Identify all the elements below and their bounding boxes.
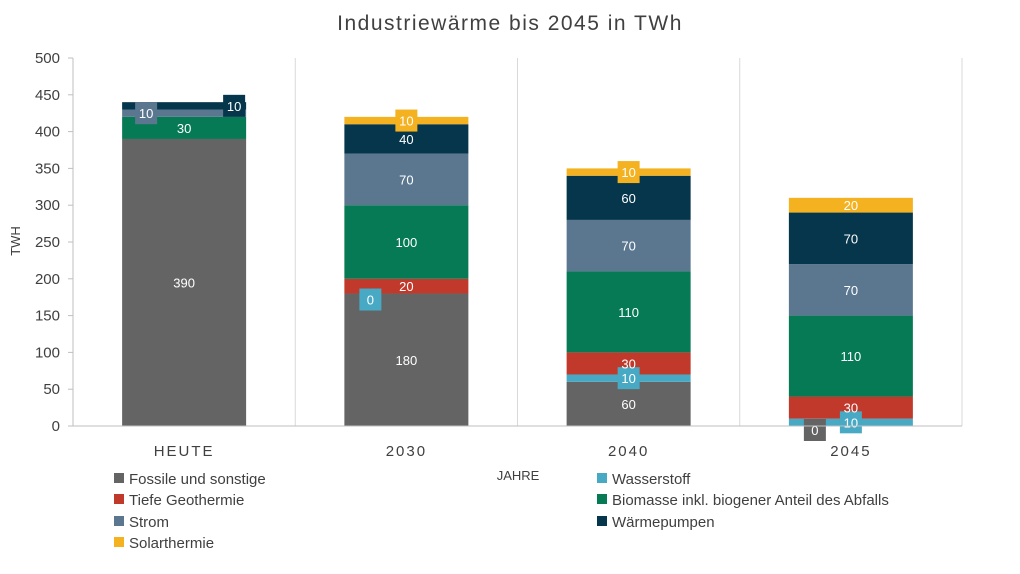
- legend-label: Fossile und sonstige: [129, 471, 266, 488]
- data-label: 10: [399, 114, 413, 129]
- data-label: 390: [173, 275, 195, 290]
- bars: [122, 102, 913, 426]
- bar-strom: [122, 109, 247, 117]
- data-label: 70: [399, 172, 413, 187]
- y-tick-label: 500: [35, 50, 60, 67]
- data-label: 100: [396, 235, 418, 250]
- x-tick-label: 2040: [608, 443, 649, 460]
- y-tick-label: 100: [35, 344, 60, 361]
- data-label: 30: [844, 401, 858, 416]
- data-label: 110: [618, 305, 639, 320]
- bar-biomasse-inkl-biogener-anteil-des-abfalls: [344, 205, 469, 279]
- legend-swatch: [114, 473, 124, 483]
- data-label: 70: [844, 283, 858, 298]
- legend-label: Solarthermie: [129, 535, 214, 552]
- data-label: 10: [621, 371, 635, 386]
- bar-tiefe-geothermie: [788, 396, 913, 419]
- bar-w-rmepumpen: [788, 212, 913, 265]
- bar-strom: [344, 153, 469, 206]
- x-tick-label: 2045: [830, 443, 871, 460]
- legend-item-solarthermie: Solarthermie: [114, 535, 214, 552]
- bar-solarthermie: [788, 197, 913, 213]
- data-label: 70: [621, 239, 635, 254]
- legend-item-w-rmepumpen: Wärmepumpen: [597, 514, 715, 531]
- x-tick-label: HEUTE: [154, 443, 215, 460]
- bar-strom: [788, 264, 913, 316]
- legend-item-strom: Strom: [114, 514, 169, 531]
- y-tick-label: 150: [35, 308, 60, 325]
- bar-fossile-und-sonstige: [566, 381, 691, 426]
- data-label: 20: [844, 198, 858, 213]
- legend-label: Strom: [129, 514, 169, 531]
- data-label: 10: [227, 99, 241, 114]
- data-label-box: [359, 288, 382, 311]
- data-label: 20: [399, 279, 413, 294]
- bar-tiefe-geothermie: [566, 352, 691, 375]
- x-axis: HEUTE 2030 2040 2045: [73, 425, 962, 460]
- data-label: 60: [621, 191, 635, 206]
- legend-swatch: [114, 494, 124, 504]
- legend-item-tiefe-geothermie: Tiefe Geothermie: [114, 492, 244, 509]
- data-label: 30: [177, 121, 191, 136]
- legend-swatch: [114, 516, 124, 526]
- data-label: 180: [396, 353, 418, 368]
- data-label-box: [617, 161, 640, 184]
- data-label: 40: [399, 132, 413, 147]
- bar-fossile-und-sonstige: [344, 293, 469, 426]
- legend: Fossile und sonstige Tiefe Geothermie Stro…: [114, 471, 889, 552]
- x-tick-label: 2030: [386, 443, 427, 460]
- data-label: 10: [139, 106, 153, 121]
- data-label-box: [135, 102, 158, 125]
- legend-label: Wasserstoff: [612, 471, 691, 488]
- chart-title: Industriewärme bis 2045 in TWh: [337, 12, 683, 35]
- bar-w-rmepumpen: [122, 102, 247, 110]
- bar-strom: [566, 219, 691, 272]
- y-axis: 0 50 100 150 200 250 300 350 400 450 500: [35, 50, 74, 435]
- legend-swatch: [597, 473, 607, 483]
- legend-item-fossile-und-sonstige: Fossile und sonstige: [114, 471, 266, 488]
- bar-w-rmepumpen: [566, 175, 691, 220]
- data-label: 30: [621, 356, 635, 371]
- data-label-box: [803, 419, 826, 441]
- y-tick-label: 450: [35, 87, 60, 104]
- data-label: 110: [841, 349, 862, 364]
- legend-swatch: [114, 537, 124, 547]
- bar-fossile-und-sonstige: [122, 138, 247, 426]
- data-label: 70: [844, 231, 858, 246]
- y-tick-label: 350: [35, 160, 60, 177]
- data-label: 60: [621, 397, 635, 412]
- grid: [294, 58, 963, 426]
- data-label: 10: [621, 165, 635, 180]
- y-tick-label: 200: [35, 271, 60, 288]
- bar-biomasse-inkl-biogener-anteil-des-abfalls: [788, 315, 913, 397]
- y-tick-label: 50: [43, 381, 60, 398]
- data-label: 0: [367, 293, 374, 308]
- data-label-box: [617, 367, 640, 390]
- data-label-box: [395, 109, 418, 132]
- legend-label: Biomasse inkl. biogener Anteil des Abfal…: [612, 492, 889, 509]
- data-label-box: [839, 411, 862, 434]
- bar-biomasse-inkl-biogener-anteil-des-abfalls: [566, 271, 691, 353]
- y-tick-label: 300: [35, 197, 60, 214]
- data-label-box: [223, 94, 246, 117]
- legend-swatch: [597, 516, 607, 526]
- data-label: 0: [811, 423, 818, 438]
- y-tick-label: 250: [35, 234, 60, 251]
- x-axis-title: JAHRE: [497, 468, 540, 483]
- legend-label: Wärmepumpen: [612, 514, 715, 531]
- data-label: 10: [844, 415, 858, 430]
- y-tick-label: 0: [52, 418, 60, 435]
- legend-swatch: [597, 494, 607, 504]
- legend-item-wasserstoff: Wasserstoff: [597, 471, 691, 488]
- y-axis-title: TWH: [8, 226, 23, 256]
- y-tick-label: 400: [35, 124, 60, 141]
- legend-label: Tiefe Geothermie: [129, 492, 244, 509]
- legend-item-biomasse-inkl-biogener-anteil-des-abfalls: Biomasse inkl. biogener Anteil des Abfal…: [597, 492, 889, 509]
